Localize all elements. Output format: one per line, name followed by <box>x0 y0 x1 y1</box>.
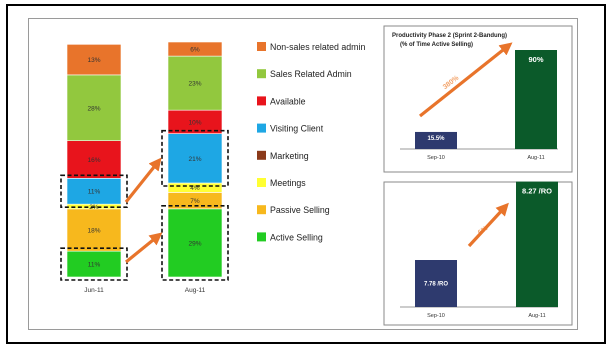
legend-swatch <box>257 178 266 187</box>
data-label: 15.5% <box>427 136 445 142</box>
stacked-bar-segment-aug-11-visiting-client <box>167 133 223 184</box>
stacked-bar-label: 4% <box>190 185 200 192</box>
chart-title: Productivity Phase 2 (Sprint 2-Bandung) <box>392 33 507 39</box>
data-label: 90% <box>528 55 543 64</box>
legend-swatch <box>257 42 266 51</box>
stacked-bar-segment-jun-11-sales-related-admin <box>66 74 122 142</box>
x-tick-label: Aug-11 <box>528 313 545 319</box>
chart-subtitle: (% of Time Active Selling) <box>400 42 473 48</box>
legend-item: Active Selling <box>270 232 323 242</box>
stacked-bar-segment-aug-11-sales-related-admin <box>167 55 223 111</box>
growth-arrow-visiting-client <box>124 157 162 203</box>
legend-item: Available <box>270 96 306 106</box>
stacked-bar-segment-jun-11-passive-selling <box>66 208 122 252</box>
highlight-box <box>60 247 128 281</box>
bar-sep-10 <box>415 131 457 149</box>
legend-item: Passive Selling <box>270 205 330 215</box>
legend-swatch <box>257 205 266 215</box>
growth-arrow <box>467 202 509 248</box>
stacked-bar-label: 23% <box>188 81 201 88</box>
highlight-box <box>161 129 229 187</box>
stacked-bar-label: 16% <box>87 157 100 164</box>
data-label: 7.78 /RO <box>424 282 448 288</box>
stacked-bar-label: 28% <box>87 105 100 112</box>
stacked-bar-segment-aug-11-non-sales-related-admin <box>167 41 223 57</box>
x-tick-label: Aug-11 <box>185 287 206 294</box>
x-tick-label: Sep-10 <box>427 313 445 319</box>
legend-item: Meetings <box>270 178 306 188</box>
data-label: 8.27 /RO <box>522 187 552 196</box>
stacked-bar-segment-jun-11-visiting-client <box>66 178 122 205</box>
legend-item: Sales Related Admin <box>270 69 352 79</box>
highlight-box <box>60 174 128 208</box>
growth-arrow-active-selling <box>124 232 163 264</box>
legend-swatch <box>257 69 266 79</box>
stacked-bar-label: 6% <box>190 47 200 54</box>
stacked-bar-label: 11% <box>88 262 101 269</box>
legend-swatch <box>257 123 266 133</box>
stacked-bar-segment-aug-11-active-selling <box>167 208 223 278</box>
legend-swatch <box>257 150 266 160</box>
stacked-bar-label: 11% <box>88 189 101 196</box>
stacked-bar-segment-jun-11-non-sales-related-admin <box>66 44 122 76</box>
x-tick-label: Sep-10 <box>427 155 445 161</box>
stacked-bar-segment-jun-11-available <box>66 140 122 179</box>
stacked-bar-label: 18% <box>87 228 100 235</box>
bar-aug-11 <box>515 50 557 149</box>
legend-swatch <box>257 96 266 106</box>
stacked-bar-label: 29% <box>188 240 201 247</box>
bar-sep-10 <box>415 260 457 307</box>
x-tick-label: Aug-11 <box>527 155 544 161</box>
x-tick-label: Jun-11 <box>84 287 104 294</box>
legend-item: Marketing <box>270 151 309 161</box>
stacked-bar-label: 7% <box>190 198 200 205</box>
legend-swatch <box>257 232 266 242</box>
bar-aug-11 <box>516 181 558 307</box>
growth-arrow <box>419 42 513 118</box>
stacked-bar-label: 21% <box>188 156 201 163</box>
legend-item: Non-sales related admin <box>270 42 365 52</box>
stacked-bar-label: 10% <box>188 119 201 126</box>
stacked-bar-label: 13% <box>87 57 100 64</box>
legend-item: Visiting Client <box>270 124 324 134</box>
